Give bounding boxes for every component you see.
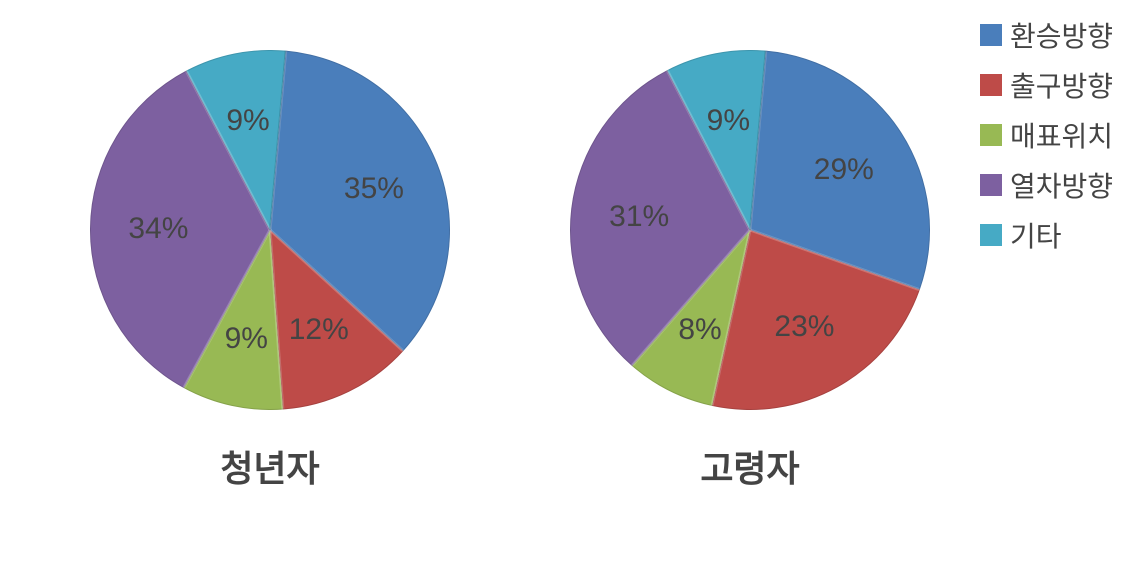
legend-label: 기타 bbox=[1010, 215, 1062, 255]
slice-label: 34% bbox=[128, 212, 188, 246]
chart-wrapper: 29% 23% 8% 31% 9% 고령자 bbox=[570, 50, 930, 567]
chart-wrapper: 35% 12% 9% 34% 9% 청년자 bbox=[90, 50, 450, 567]
legend-label: 열차방향 bbox=[1010, 165, 1113, 205]
chart-title: 고령자 bbox=[700, 440, 799, 492]
legend-item: 출구방향 bbox=[980, 65, 1113, 105]
slice-label: 31% bbox=[609, 200, 669, 234]
legend-label: 출구방향 bbox=[1010, 65, 1113, 105]
slice-label: 35% bbox=[344, 172, 404, 206]
legend-item: 열차방향 bbox=[980, 165, 1113, 205]
chart-container: 35% 12% 9% 34% 9% 청년자 29% 23% 8% 31% 9% 고령자 환승방향출구방… bbox=[0, 0, 1133, 567]
legend-swatch bbox=[980, 174, 1002, 196]
legend-label: 매표위치 bbox=[1010, 115, 1113, 155]
slice-label: 9% bbox=[226, 104, 269, 138]
legend-swatch bbox=[980, 24, 1002, 46]
legend-item: 매표위치 bbox=[980, 115, 1113, 155]
legend: 환승방향출구방향매표위치열차방향기타 bbox=[980, 15, 1113, 255]
legend-label: 환승방향 bbox=[1010, 15, 1113, 55]
slice-label: 23% bbox=[774, 310, 834, 344]
slice-label: 8% bbox=[678, 313, 721, 347]
legend-item: 기타 bbox=[980, 215, 1113, 255]
slice-label: 9% bbox=[707, 104, 750, 138]
slice-label: 12% bbox=[289, 313, 349, 347]
legend-swatch bbox=[980, 124, 1002, 146]
pie-chart: 29% 23% 8% 31% 9% bbox=[570, 50, 930, 410]
slice-label: 9% bbox=[225, 322, 268, 356]
slice-label: 29% bbox=[814, 153, 874, 187]
charts-area: 35% 12% 9% 34% 9% 청년자 29% 23% 8% 31% 9% 고령자 bbox=[0, 0, 930, 567]
legend-swatch bbox=[980, 74, 1002, 96]
legend-item: 환승방향 bbox=[980, 15, 1113, 55]
pie-chart: 35% 12% 9% 34% 9% bbox=[90, 50, 450, 410]
legend-swatch bbox=[980, 224, 1002, 246]
chart-title: 청년자 bbox=[220, 440, 319, 492]
